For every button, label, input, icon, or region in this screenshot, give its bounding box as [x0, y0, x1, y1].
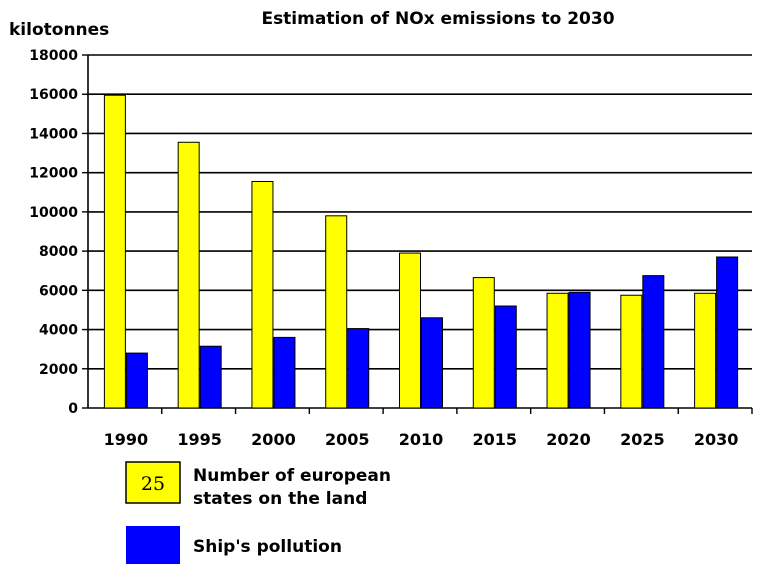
bar-land-states-1990: [103, 94, 126, 409]
bar-land-states-2025: [620, 294, 643, 409]
bar-ship-pollution-2005: [347, 328, 370, 409]
bar-ship-pollution-1990: [125, 352, 148, 409]
y-tick-label: 18000: [29, 48, 78, 64]
legend: 25 Number of european states on the land…: [125, 461, 391, 564]
bar-land-states-2015: [472, 277, 495, 409]
y-tick-label: 8000: [39, 244, 78, 260]
x-tick-label: 2015: [473, 430, 518, 449]
x-tick-label: 2000: [251, 430, 296, 449]
y-tick-label: 10000: [29, 205, 78, 221]
bar-land-states-1995: [177, 141, 200, 409]
bar-ship-pollution-2000: [273, 336, 296, 409]
legend-swatch-yellow: [125, 461, 181, 504]
bar-land-states-2010: [399, 252, 421, 409]
bar-ship-pollution-2010: [421, 317, 443, 409]
x-tick-label: 2030: [694, 430, 739, 449]
y-tick-label: 6000: [39, 283, 78, 299]
y-tick-label: 4000: [39, 323, 78, 339]
bar-ship-pollution-2015: [494, 305, 517, 409]
bar-ship-pollution-1995: [199, 345, 222, 409]
x-tick-label: 2005: [325, 430, 370, 449]
y-tick-label: 2000: [39, 362, 78, 378]
bar-land-states-2000: [251, 180, 274, 409]
bar-ship-pollution-2025: [642, 275, 665, 409]
legend-swatch-blue: [126, 526, 180, 564]
x-tick-label: 1995: [177, 430, 222, 449]
y-axis-label: kilotonnes: [9, 20, 109, 40]
plot-area: 0 2000 4000 6000 8000 10000 12000 14000 16000 180…: [29, 48, 753, 449]
legend-item-land-states: 25 Number of european states on the land: [125, 461, 391, 509]
legend-label-line-2: states on the land: [193, 489, 367, 509]
bar-land-states-2030: [694, 292, 717, 409]
bar-ship-pollution-2020: [568, 291, 591, 409]
x-tick-label: 2020: [546, 430, 591, 449]
x-tick-label: 2025: [620, 430, 665, 449]
x-tick-label: 2010: [399, 430, 444, 449]
y-tick-label: 16000: [29, 87, 78, 103]
legend-label-ship-pollution: Ship's pollution: [193, 537, 342, 557]
chart-title: Estimation of NOx emissions to 2030: [261, 9, 614, 29]
x-tick-label: 1990: [104, 430, 149, 449]
bar-land-states-2020: [546, 292, 569, 409]
legend-swatch-number: 25: [141, 473, 165, 495]
y-tick-label: 0: [68, 401, 78, 417]
y-tick-label: 14000: [29, 126, 78, 142]
legend-label-line-1: Number of european: [193, 466, 391, 486]
y-tick-label: 12000: [29, 166, 78, 182]
bar-ship-pollution-2030: [716, 256, 739, 409]
legend-item-ship-pollution: Ship's pollution: [126, 526, 342, 564]
bar-land-states-2005: [325, 215, 348, 409]
